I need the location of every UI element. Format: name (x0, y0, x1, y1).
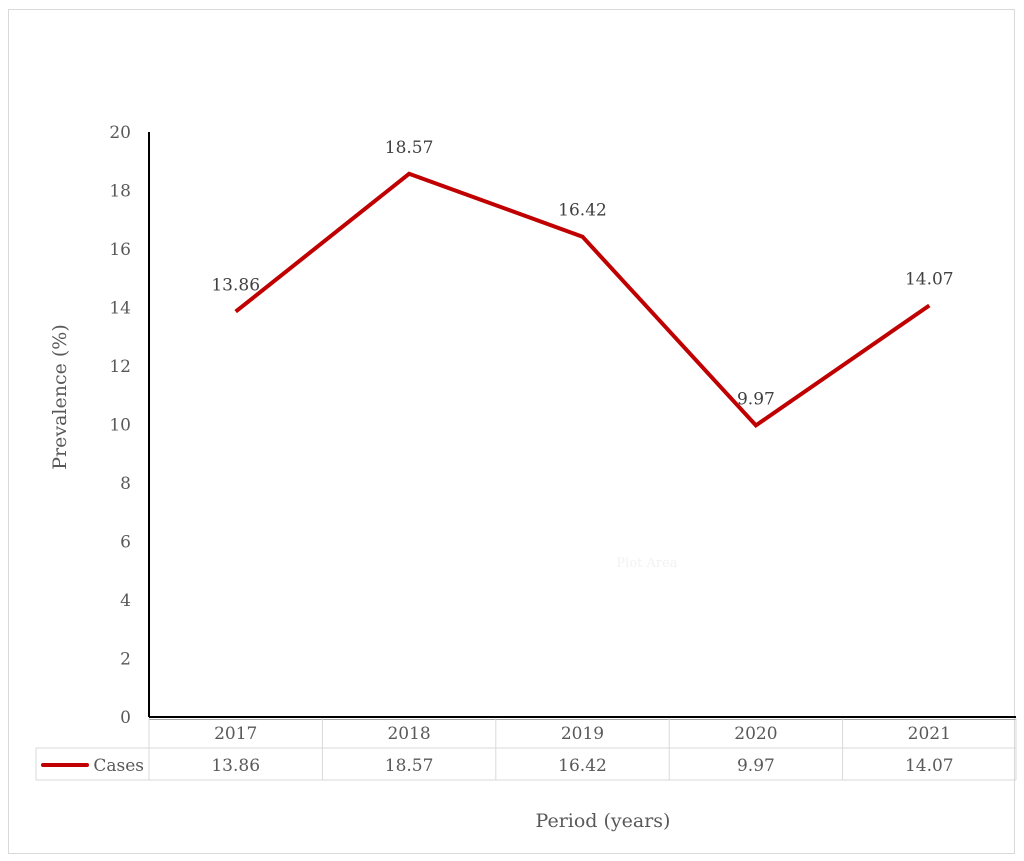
y-tick-label: 4 (120, 591, 131, 611)
x-category-label: 2019 (561, 724, 604, 744)
y-tick-label: 10 (109, 416, 131, 436)
y-tick-label: 18 (109, 182, 131, 202)
y-axis-title: Prevalence (%) (49, 324, 71, 470)
y-axis-ticks: 0 2 4 6 8 10 12 14 16 18 20 (109, 123, 131, 728)
x-category-label: 2021 (908, 724, 951, 744)
plot-area-hint: Plot Area (616, 556, 677, 571)
data-label: 14.07 (905, 269, 954, 289)
chart-frame (8, 9, 1015, 854)
table-cell-value: 16.42 (558, 756, 607, 776)
x-category-label: 2020 (734, 724, 777, 744)
legend-label-cases: Cases (93, 756, 144, 776)
table-cell-value: 9.97 (737, 756, 775, 776)
data-label: 18.57 (385, 138, 434, 158)
y-tick-label: 16 (109, 240, 131, 260)
data-labels: 13.86 18.57 16.42 9.97 14.07 (211, 138, 953, 410)
y-tick-label: 8 (120, 474, 131, 494)
data-table: 2017 2018 2019 2020 2021 Cases 13.86 18.57 16.42… (35, 716, 1017, 781)
table-cell-value: 18.57 (385, 756, 434, 776)
y-tick-label: 14 (109, 299, 131, 319)
data-label: 16.42 (558, 201, 607, 221)
data-label: 9.97 (737, 389, 775, 409)
data-label: 13.86 (211, 276, 260, 296)
y-tick-label: 20 (109, 123, 131, 143)
x-category-label: 2018 (387, 724, 430, 744)
y-tick-label: 12 (109, 357, 131, 377)
table-cell-value: 14.07 (905, 756, 954, 776)
y-tick-label: 6 (120, 533, 131, 553)
y-tick-label: 2 (120, 650, 131, 670)
x-axis-title: Period (years) (536, 810, 671, 832)
table-cell-value: 13.86 (211, 756, 260, 776)
series-line-cases[interactable] (234, 171, 931, 429)
y-tick-label: 0 (120, 708, 131, 728)
x-category-label: 2017 (214, 724, 257, 744)
